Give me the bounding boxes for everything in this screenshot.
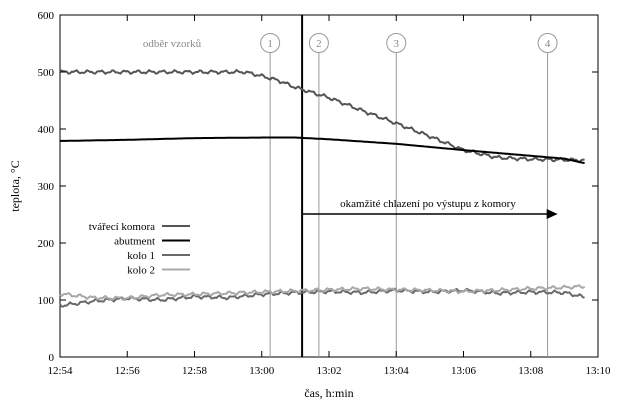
legend-label: kolo 1 [127,250,155,262]
series-line-tvářecí-komora [59,68,585,164]
x-tick-label: 13:04 [384,365,410,377]
sample-marker-label: 3 [394,38,400,50]
x-tick-label: 12:54 [47,365,73,377]
x-tick-label: 13:02 [316,365,341,377]
legend-label: kolo 2 [127,265,155,277]
axis-ticks: 0 100 200 300 400 500 600 12:54 12:56 12:58 13:00 1… [38,10,612,377]
y-tick-label: 0 [49,352,55,364]
event-annotation [301,15,558,357]
y-tick-label: 600 [38,10,55,22]
x-tick-label: 12:58 [182,365,208,377]
series-lines [59,68,586,308]
sample-marker-circle [537,33,558,53]
sample-marker-circle [386,33,407,53]
x-tick-label: 13:00 [249,365,275,377]
x-tick-label: 13:10 [585,365,611,377]
sampling-label: odběr vzorků [143,38,202,50]
legend: tvářecí komora abutment kolo 1 kolo 2 [89,221,190,277]
y-tick-label: 400 [38,124,55,136]
sample-marker-circle [260,33,281,53]
y-axis-title: teplota, °C [8,160,22,211]
sample-markers: 1 2 3 4 [260,33,558,357]
x-tick-label: 13:06 [451,365,477,377]
legend-label: abutment [114,236,155,248]
event-arrowhead [546,209,558,219]
y-tick-label: 100 [38,295,55,307]
x-tick-label: 12:56 [115,365,141,377]
y-tick-label: 300 [38,181,55,193]
y-tick-label: 200 [38,238,55,250]
y-tick-label: 500 [38,67,55,79]
sample-marker-circle [308,33,329,53]
event-label: okamžité chlazení po výstupu z komory [340,198,516,210]
plot-frame [59,14,599,358]
series-line-abutment [59,136,585,165]
legend-label: tvářecí komora [89,221,155,233]
sample-marker-label: 2 [316,38,322,50]
x-axis-title: čas, h:min [304,386,353,400]
sample-marker-label: 4 [545,38,551,50]
series-line-kolo-2 [59,284,586,302]
sample-marker-label: 1 [267,38,273,50]
x-tick-label: 13:08 [518,365,544,377]
